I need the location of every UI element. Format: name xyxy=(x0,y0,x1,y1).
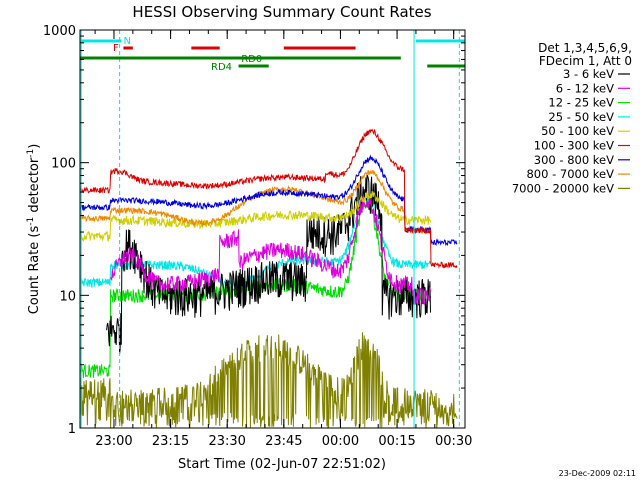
flag-layer: NF RD0 RD4 xyxy=(80,30,465,428)
legend-label: 6 - 12 keV xyxy=(556,81,614,95)
y-tick-label: 1000 xyxy=(43,24,76,39)
x-axis: 23:00 23:15 23:30 23:45 00:00 00:15 00:30 xyxy=(94,30,472,449)
plot-area: NF RD0 RD4 xyxy=(79,29,466,430)
y-label-sup-1: -1 xyxy=(26,217,36,226)
y-axis: 1 10 100 1000 xyxy=(43,24,465,437)
series-line-0 xyxy=(106,173,431,354)
y-axis-label: Count Rate (s-1 detector-1) xyxy=(26,144,42,315)
series-line-4 xyxy=(79,190,431,242)
legend-header: FDecim 1, Att 0 xyxy=(539,54,632,68)
plot-frame xyxy=(79,29,466,429)
series-line-1 xyxy=(110,196,431,305)
legend-label: 50 - 100 keV xyxy=(541,124,614,138)
flag-label: F xyxy=(113,43,119,54)
x-tick-label: 00:15 xyxy=(378,434,415,449)
x-tick-label: 23:15 xyxy=(152,434,189,449)
legend-label: 25 - 50 keV xyxy=(548,110,614,124)
legend-label: 800 - 7000 keV xyxy=(526,167,614,181)
y-label-sup-2: -1 xyxy=(26,149,36,158)
chart-title: HESSI Observing Summary Count Rates xyxy=(132,3,431,21)
x-tick-label: 23:00 xyxy=(95,434,132,449)
legend-label: 3 - 6 keV xyxy=(563,67,614,81)
legend-label: 100 - 300 keV xyxy=(534,139,614,153)
y-label-part-2: detector xyxy=(27,157,42,217)
y-tick-label: 100 xyxy=(51,157,76,172)
series-line-6 xyxy=(79,154,458,247)
legend-label: 300 - 800 keV xyxy=(534,153,614,167)
series-line-5 xyxy=(79,128,458,269)
y-tick-label: 10 xyxy=(59,289,76,304)
legend-label: 7000 - 20000 keV xyxy=(512,181,614,195)
x-tick-label: 23:45 xyxy=(265,434,302,449)
series-layer xyxy=(79,128,458,430)
flag-label: RD4 xyxy=(211,62,232,73)
plot-background xyxy=(80,30,465,428)
x-axis-label: Start Time (02-Jun-07 22:51:02) xyxy=(178,457,386,472)
y-label-part-3: ) xyxy=(27,144,42,149)
footer-date: 23-Dec-2009 02:11 xyxy=(559,469,636,478)
legend-label: 12 - 25 keV xyxy=(548,96,614,110)
legend-header: Det 1,3,4,5,6,9, xyxy=(538,41,632,55)
series-line-8 xyxy=(79,332,458,430)
flag-label: N xyxy=(123,36,130,47)
y-tick-label: 1 xyxy=(68,422,76,437)
legend: Det 1,3,4,5,6,9,FDecim 1, Att 03 - 6 keV… xyxy=(512,41,632,195)
x-tick-label: 00:00 xyxy=(322,434,359,449)
y-label-part-1: Count Rate (s xyxy=(27,226,42,315)
x-tick-label: 00:30 xyxy=(435,434,472,449)
flag-label: RD0 xyxy=(241,54,262,65)
x-tick-label: 23:30 xyxy=(208,434,245,449)
